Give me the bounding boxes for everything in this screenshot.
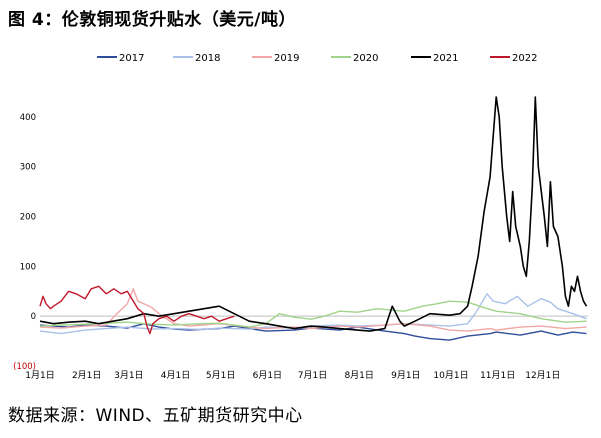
legend-label: 2019 bbox=[274, 53, 299, 64]
legend-item-2022: 2022 bbox=[490, 53, 537, 64]
legend-label: 2022 bbox=[512, 53, 537, 64]
legend-label: 2021 bbox=[433, 53, 458, 64]
y-tick-label: (100) bbox=[13, 362, 36, 372]
x-tick-label: 8月1日 bbox=[344, 370, 373, 381]
x-tick-label: 10月1日 bbox=[433, 370, 468, 381]
legend-item-2017: 2017 bbox=[97, 53, 144, 64]
figure-source: 数据来源：WIND、五矿期货研究中心 bbox=[8, 406, 303, 426]
y-tick-label: 100 bbox=[20, 262, 36, 272]
y-tick-label: 300 bbox=[20, 163, 36, 173]
series-line-2020 bbox=[39, 300, 587, 328]
series-line-2021 bbox=[39, 96, 588, 332]
chart-legend: 2017 2018 2019 2020 2021 2022 bbox=[97, 53, 537, 64]
x-tick-label: 5月1日 bbox=[206, 370, 235, 381]
legend-label: 2018 bbox=[195, 53, 220, 64]
y-tick-label: 0 bbox=[31, 312, 36, 322]
y-tick-label: 200 bbox=[20, 213, 36, 223]
series-line-2019 bbox=[39, 288, 587, 332]
x-tick-label: 3月1日 bbox=[114, 370, 143, 381]
x-tick-label: 11月1日 bbox=[480, 370, 515, 381]
legend-label: 2017 bbox=[119, 53, 144, 64]
legend-item-2019: 2019 bbox=[252, 53, 299, 64]
legend-item-2020: 2020 bbox=[331, 53, 378, 64]
legend-label: 2020 bbox=[353, 53, 378, 64]
x-tick-label: 1月1日 bbox=[25, 370, 54, 381]
x-tick-label: 2月1日 bbox=[72, 370, 101, 381]
chart-plot-area bbox=[39, 96, 588, 341]
figure-title: 图 4：伦敦铜现货升贴水（美元/吨） bbox=[8, 10, 296, 30]
y-tick-label: 400 bbox=[20, 113, 36, 123]
x-tick-label: 7月1日 bbox=[298, 370, 327, 381]
chart-axes: (100) 0 100 200 300 400 1月1日 2月1日 3月1日 4月1日 5月1日 6月… bbox=[13, 113, 588, 381]
x-tick-label: 9月1日 bbox=[391, 370, 420, 381]
legend-item-2021: 2021 bbox=[411, 53, 458, 64]
x-tick-label: 6月1日 bbox=[253, 370, 282, 381]
x-tick-label: 12月1日 bbox=[525, 370, 560, 381]
x-tick-label: 4月1日 bbox=[161, 370, 190, 381]
series-line-2022 bbox=[39, 285, 235, 335]
legend-item-2018: 2018 bbox=[173, 53, 220, 64]
